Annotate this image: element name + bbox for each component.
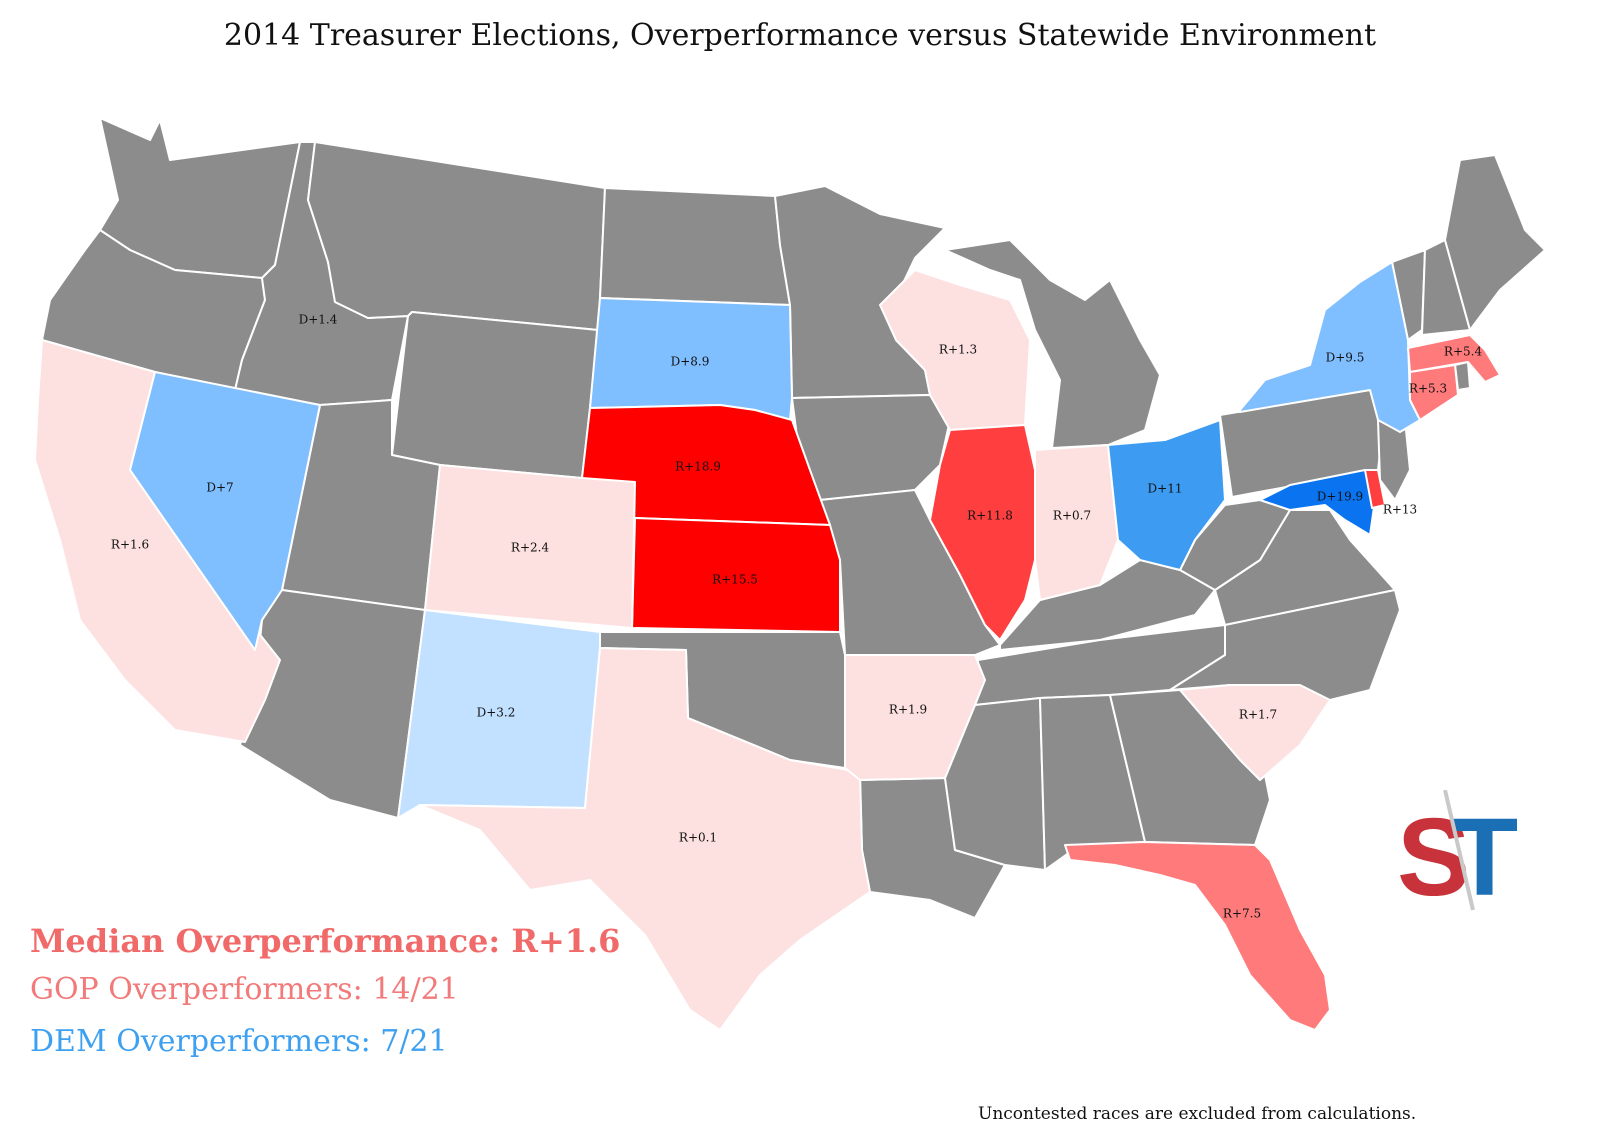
state-north-dakota <box>599 187 791 306</box>
label-maryland: D+19.9 <box>1317 490 1363 504</box>
gop-overperformers: GOP Overperformers: 14/21 <box>30 972 459 1007</box>
label-delaware: R+13 <box>1383 503 1417 517</box>
median-overperformance: Median Overperformance: R+1.6 <box>30 922 621 960</box>
label-florida: R+7.5 <box>1223 907 1261 921</box>
state-maine <box>1444 154 1546 331</box>
label-kansas: R+15.5 <box>712 573 758 587</box>
summary-stats: Median Overperformance: R+1.6 GOP Overpe… <box>30 925 620 1057</box>
state-colorado <box>424 464 636 629</box>
st-logo: S T <box>1397 790 1518 915</box>
state-florida <box>1064 841 1331 1031</box>
map-title: 2014 Treasurer Elections, Overperformanc… <box>223 18 1377 53</box>
state-arizona <box>239 589 426 819</box>
label-wisconsin: R+1.3 <box>939 343 977 357</box>
state-montana <box>307 141 606 331</box>
label-colorado: R+2.4 <box>511 541 550 555</box>
state-new-jersey <box>1377 419 1411 501</box>
label-south-carolina: R+1.7 <box>1239 708 1277 722</box>
label-massachusetts: R+5.4 <box>1444 345 1483 359</box>
state-texas <box>419 647 871 1031</box>
label-indiana: R+0.7 <box>1053 509 1091 523</box>
footnote: Uncontested races are excluded from calc… <box>978 1104 1417 1124</box>
label-nebraska: R+18.9 <box>675 460 721 474</box>
label-idaho: D+1.4 <box>299 313 338 327</box>
label-california: R+1.6 <box>111 538 149 552</box>
state-michigan <box>944 239 1161 449</box>
dem-overperformers: DEM Overperformers: 7/21 <box>30 1024 448 1059</box>
label-ohio: D+11 <box>1148 482 1183 496</box>
logo-slash <box>1443 790 1475 911</box>
state-connecticut <box>1409 364 1459 421</box>
label-south-dakota: D+8.9 <box>671 355 710 369</box>
label-new-mexico: D+3.2 <box>477 706 516 720</box>
state-wyoming <box>391 311 599 479</box>
state-illinois <box>929 424 1036 641</box>
logo-s-letter: S <box>1397 796 1470 915</box>
state-delaware <box>1364 469 1386 509</box>
label-arkansas: R+1.9 <box>889 703 927 717</box>
label-texas: R+0.1 <box>679 831 717 845</box>
label-nevada: D+7 <box>206 481 233 495</box>
label-connecticut: R+5.3 <box>1409 382 1447 396</box>
state-indiana <box>1034 444 1119 601</box>
state-south-carolina <box>1179 684 1331 781</box>
state-nevada <box>129 371 321 651</box>
label-illinois: R+11.8 <box>967 509 1013 523</box>
state-ohio <box>1107 419 1226 571</box>
state-maryland <box>1259 469 1376 536</box>
label-new-york: D+9.5 <box>1326 351 1365 365</box>
state-arkansas <box>844 654 986 781</box>
